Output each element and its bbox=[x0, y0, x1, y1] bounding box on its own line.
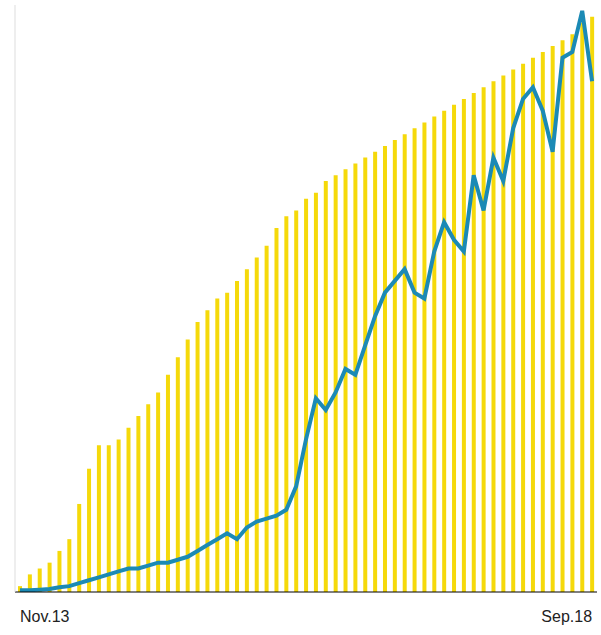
svg-text:Nov.13: Nov.13 bbox=[20, 608, 70, 625]
svg-text:Sep.18: Sep.18 bbox=[541, 608, 592, 625]
